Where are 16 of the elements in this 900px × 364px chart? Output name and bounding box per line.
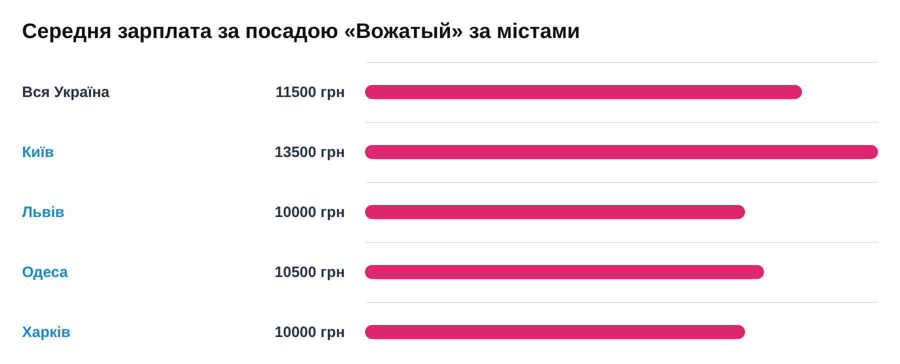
y-tick-label: Вся Україна xyxy=(22,84,110,101)
data-label: 13500 грн xyxy=(274,144,345,161)
y-tick-label: Одеса xyxy=(22,264,68,281)
data-label: 10500 грн xyxy=(274,264,345,281)
bar xyxy=(365,205,745,219)
bar xyxy=(365,85,802,99)
data-label: 10000 грн xyxy=(274,204,345,221)
bar xyxy=(365,265,764,279)
y-tick-label: Харків xyxy=(22,324,70,341)
y-tick-label: Львів xyxy=(22,204,64,221)
data-label: 11500 грн xyxy=(275,84,345,101)
chart-title: Середня зарплата за посадою «Вожатый» за містами xyxy=(22,20,580,43)
bar xyxy=(365,145,878,159)
data-label: 10000 грн xyxy=(274,324,345,341)
bar xyxy=(365,325,745,339)
y-tick-label: Київ xyxy=(22,144,54,161)
